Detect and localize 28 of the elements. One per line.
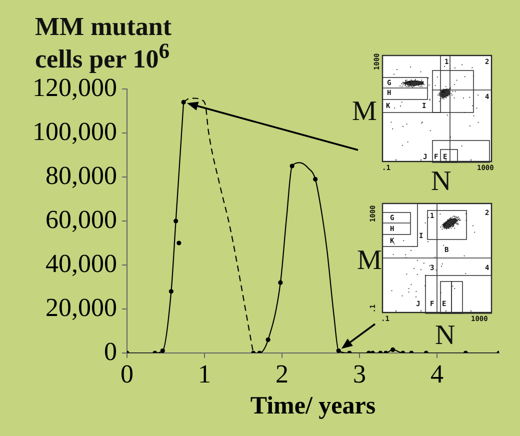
point (176, 240, 182, 246)
x-tick-label: 1 (198, 359, 211, 388)
y-tick-label: 100,000 (32, 116, 117, 146)
annotation: M (352, 96, 377, 127)
point (174, 218, 178, 224)
annotation: N (435, 320, 456, 351)
point (181, 100, 186, 104)
x-tick-label: 3 (353, 359, 366, 388)
y-tick-label: 80,000 (46, 160, 117, 190)
point (313, 176, 318, 182)
point (168, 289, 174, 294)
point (290, 164, 294, 168)
x-axis-title: Time/ years (250, 392, 376, 420)
point (278, 280, 283, 285)
y-tick-label: 0 (104, 336, 117, 366)
point (336, 348, 341, 353)
y-tick-label: 40,000 (46, 248, 117, 278)
point (160, 348, 165, 353)
y-tick-label: 60,000 (46, 204, 117, 234)
point (266, 338, 270, 342)
y-tick-label: 20,000 (46, 292, 117, 322)
y-axis-title: MM mutant cells per 10$^{6}$ (35, 12, 172, 74)
y-tick-label: 120,000 (32, 72, 117, 102)
point (390, 347, 396, 352)
annotation: M (357, 245, 382, 276)
x-tick-label: 2 (276, 359, 288, 388)
x-tick-label: 4 (430, 359, 444, 388)
annotation: N (431, 166, 452, 197)
